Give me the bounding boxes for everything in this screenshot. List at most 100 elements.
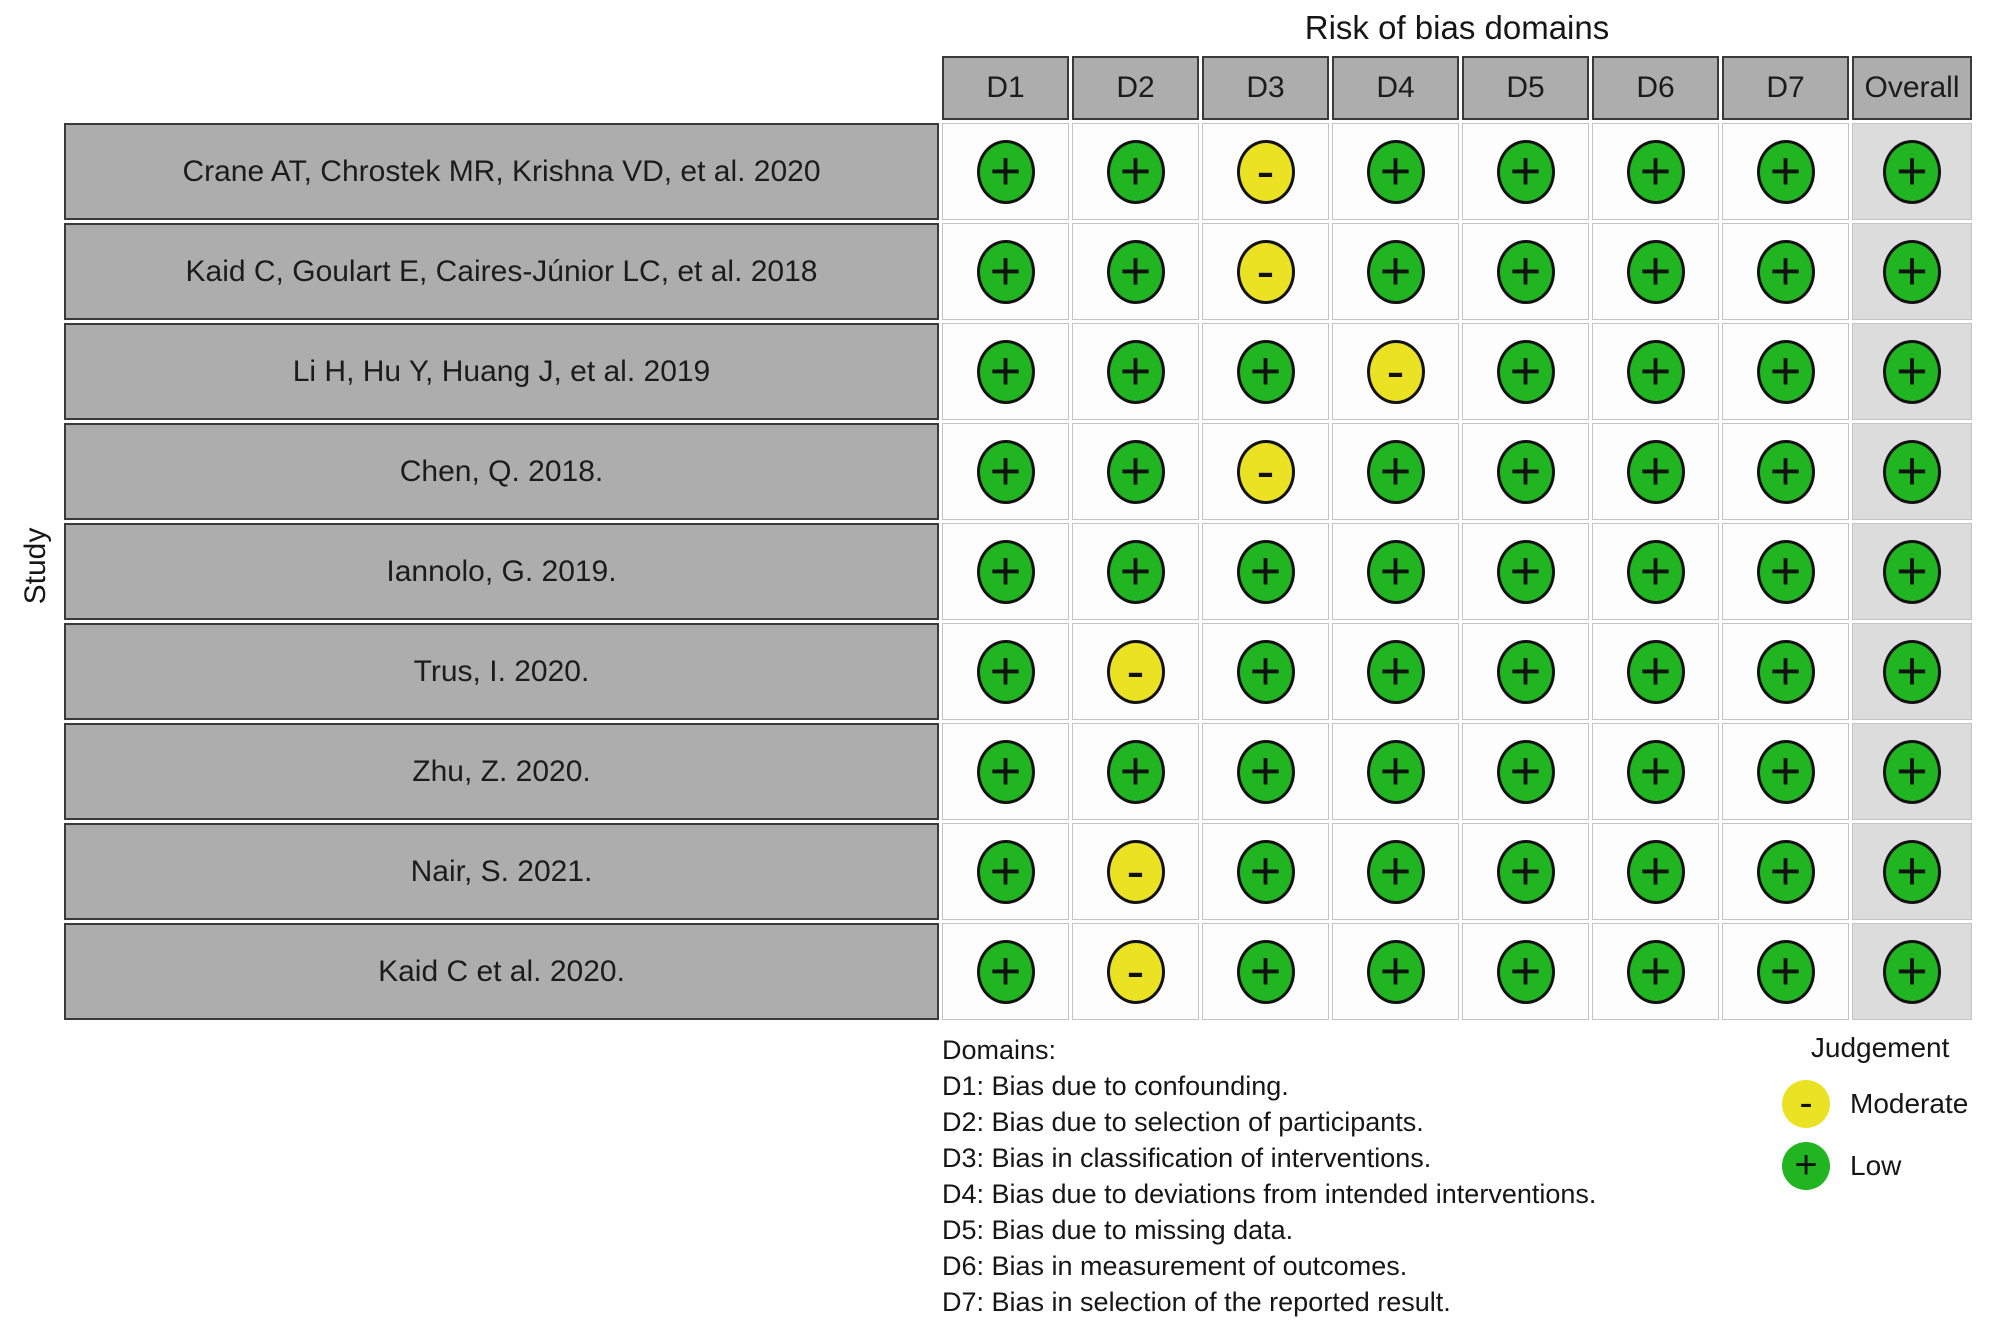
rob-cell: - xyxy=(1202,123,1329,220)
judgement-legend-title: Judgement xyxy=(1810,1032,1950,1063)
judgement-low-icon: + xyxy=(976,439,1035,504)
rob-cell: + xyxy=(1072,223,1199,320)
domain-legend-item: D3: Bias in classification of interventi… xyxy=(942,1143,1432,1173)
rob-cell: + xyxy=(942,923,1069,1020)
judgement-low-icon: + xyxy=(1496,639,1555,704)
judgement-moderate-icon: - xyxy=(1106,839,1165,904)
rob-cell: + xyxy=(1332,123,1459,220)
rob-cell: + xyxy=(1722,223,1849,320)
domain-legend-item: D4: Bias due to deviations from intended… xyxy=(942,1179,1597,1209)
judgement-low-icon: + xyxy=(1236,639,1295,704)
rob-cell: + xyxy=(1202,323,1329,420)
domain-legend-item: D7: Bias in selection of the reported re… xyxy=(942,1287,1451,1317)
study-row-label: Nair, S. 2021. xyxy=(64,823,939,920)
column-header-d5: D5 xyxy=(1462,56,1589,120)
judgement-low-icon: + xyxy=(1883,639,1941,704)
judgement-low-icon: + xyxy=(1756,339,1815,404)
column-header-d3: D3 xyxy=(1202,56,1329,120)
judgement-legend-entries: - Moderate + Low xyxy=(1782,1080,1968,1190)
rob-grid: Risk of bias domains D1 D2 D3 D4 D5 D6 D7 Overa… xyxy=(64,6,1972,1020)
judgement-low-icon: + xyxy=(1106,439,1165,504)
figure-footer: Domains: D1: Bias due to confounding. D2:… xyxy=(942,1032,1968,1320)
rob-cell: + xyxy=(1462,723,1589,820)
column-header-d6: D6 xyxy=(1592,56,1719,120)
judgement-legend-entry: + Low xyxy=(1782,1142,1968,1190)
judgement-low-icon: + xyxy=(976,639,1035,704)
rob-cell: + xyxy=(1852,523,1972,620)
judgement-low-icon: + xyxy=(976,839,1035,904)
judgement-low-icon: + xyxy=(1883,839,1941,904)
rob-cell: - xyxy=(1072,923,1199,1020)
judgement-low-icon: + xyxy=(1236,939,1295,1004)
domain-legend-item: D6: Bias in measurement of outcomes. xyxy=(942,1251,1408,1281)
judgement-low-icon: + xyxy=(1883,339,1941,404)
judgement-moderate-icon: - xyxy=(1236,239,1295,304)
rob-cell: + xyxy=(1462,523,1589,620)
judgement-low-icon: + xyxy=(1626,739,1685,804)
judgement-low-icon: + xyxy=(1106,739,1165,804)
rob-cell: + xyxy=(1202,523,1329,620)
y-axis-label: Study xyxy=(19,527,52,605)
judgement-moderate-icon: - xyxy=(1782,1080,1830,1128)
study-row-label: Crane AT, Chrostek MR, Krishna VD, et al… xyxy=(64,123,939,220)
rob-cell: + xyxy=(1722,723,1849,820)
rob-cell: + xyxy=(1722,523,1849,620)
rob-cell: + xyxy=(942,123,1069,220)
judgement-low-icon: + xyxy=(1883,139,1941,204)
column-header-overall: Overall xyxy=(1852,56,1972,120)
judgement-low-icon: + xyxy=(1366,439,1425,504)
judgement-low-icon: + xyxy=(1496,139,1555,204)
judgement-entry-label: Low xyxy=(1850,1150,1902,1181)
study-row-label: Kaid C et al. 2020. xyxy=(64,923,939,1020)
rob-cell: + xyxy=(1332,523,1459,620)
judgement-low-icon: + xyxy=(1756,239,1815,304)
study-row-label: Li H, Hu Y, Huang J, et al. 2019 xyxy=(64,323,939,420)
rob-cell: + xyxy=(1072,523,1199,620)
judgement-legend: Judgement - Moderate + Low xyxy=(1782,1032,1968,1204)
judgement-low-icon: + xyxy=(1366,839,1425,904)
judgement-moderate-icon: - xyxy=(1106,939,1165,1004)
rob-cell: + xyxy=(1722,323,1849,420)
judgement-low-icon: + xyxy=(1883,939,1941,1004)
chart-title: Risk of bias domains xyxy=(1304,9,1610,46)
column-header-d2: D2 xyxy=(1072,56,1199,120)
study-row-label: Zhu, Z. 2020. xyxy=(64,723,939,820)
judgement-low-icon: + xyxy=(1496,839,1555,904)
judgement-low-icon: + xyxy=(1782,1142,1830,1190)
judgement-low-icon: + xyxy=(1626,339,1685,404)
judgement-low-icon: + xyxy=(1756,739,1815,804)
judgement-low-icon: + xyxy=(1496,939,1555,1004)
rob-cell: + xyxy=(1592,523,1719,620)
judgement-moderate-icon: - xyxy=(1236,139,1295,204)
rob-cell: - xyxy=(1202,223,1329,320)
judgement-low-icon: + xyxy=(1883,239,1941,304)
rob-cell: + xyxy=(1852,823,1972,920)
judgement-low-icon: + xyxy=(976,139,1035,204)
rob-cell: + xyxy=(1852,623,1972,720)
judgement-low-icon: + xyxy=(976,539,1035,604)
study-row-label: Iannolo, G. 2019. xyxy=(64,523,939,620)
judgement-low-icon: + xyxy=(1496,739,1555,804)
domains-legend: Domains: D1: Bias due to confounding. D2:… xyxy=(942,1032,1754,1320)
judgement-low-icon: + xyxy=(1496,339,1555,404)
rob-cell: + xyxy=(1462,923,1589,1020)
rob-cell: + xyxy=(1852,323,1972,420)
rob-cell: + xyxy=(1072,423,1199,520)
rob-cell: - xyxy=(1332,323,1459,420)
rob-cell: + xyxy=(1202,923,1329,1020)
judgement-low-icon: + xyxy=(1756,539,1815,604)
judgement-low-icon: + xyxy=(1236,539,1295,604)
judgement-low-icon: + xyxy=(976,739,1035,804)
judgement-low-icon: + xyxy=(1626,139,1685,204)
column-header-d1: D1 xyxy=(942,56,1069,120)
rob-cell: + xyxy=(942,723,1069,820)
rob-cell: + xyxy=(1852,223,1972,320)
rob-cell: + xyxy=(1592,923,1719,1020)
rob-cell: + xyxy=(1332,823,1459,920)
judgement-low-icon: + xyxy=(1756,939,1815,1004)
judgement-low-icon: + xyxy=(976,939,1035,1004)
rob-cell: + xyxy=(1722,623,1849,720)
risk-of-bias-figure: Risk of bias domains D1 D2 D3 D4 D5 D6 D7 Overa… xyxy=(64,6,1972,1020)
rob-cell: + xyxy=(1852,423,1972,520)
rob-cell: + xyxy=(1722,123,1849,220)
